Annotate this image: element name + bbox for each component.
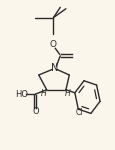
Text: Cl: Cl xyxy=(75,108,83,117)
Text: HO: HO xyxy=(15,90,28,99)
Text: O: O xyxy=(32,107,38,116)
Text: N: N xyxy=(50,63,58,73)
Text: O: O xyxy=(50,40,56,49)
Text: H: H xyxy=(41,89,46,98)
Text: H: H xyxy=(65,89,70,98)
